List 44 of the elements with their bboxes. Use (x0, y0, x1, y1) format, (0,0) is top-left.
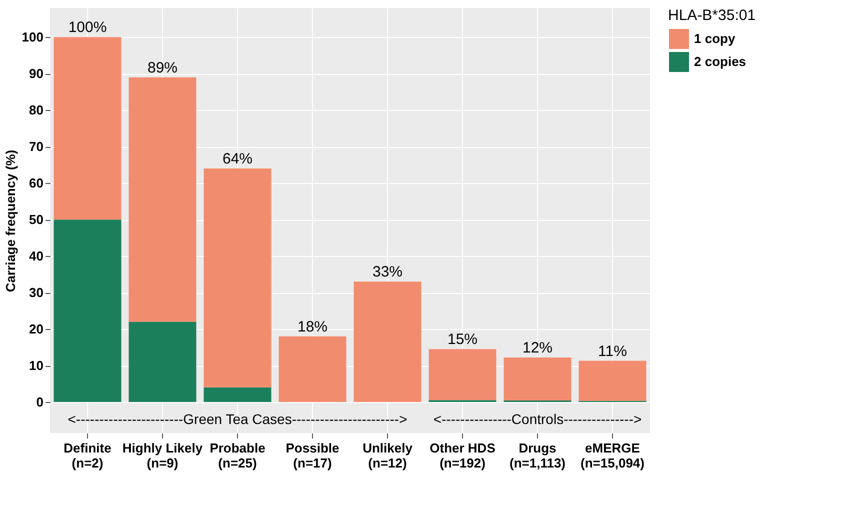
y-axis-title: Carriage frequency (%) (2, 150, 18, 292)
y-tick-label: 100 (22, 30, 44, 45)
y-tick-label: 80 (29, 102, 44, 118)
x-tick-label: Unlikely (n=12) (362, 440, 414, 470)
x-tick-label: eMERGE (n=15,094) (580, 440, 644, 470)
legend-label: 2 copies (694, 54, 746, 69)
bar (204, 387, 272, 402)
annotation: <---------------Controls---------------> (433, 411, 642, 428)
total-label: 11% (598, 342, 627, 360)
total-label: 18% (297, 318, 328, 336)
y-tick-label: 0 (36, 394, 44, 410)
y-tick-label: 30 (29, 285, 44, 300)
annotation: <-----------------------Green Tea Cases-----------------------> (68, 411, 408, 428)
bar (54, 220, 122, 402)
x-tick-label: Possible (n=17) (286, 440, 340, 470)
x-tick-label: Definite (n=2) (64, 440, 112, 470)
y-tick-label: 70 (29, 139, 44, 154)
bar (128, 322, 196, 402)
bar (428, 349, 496, 400)
total-label: 64% (222, 150, 253, 168)
y-tick-label: 50 (29, 212, 44, 228)
bar (204, 168, 272, 388)
x-tick-label: Drugs (n=1,113) (509, 440, 566, 470)
x-tick-label: Other HDS (n=192) (430, 440, 496, 470)
bar (504, 357, 572, 401)
y-tick-label: 90 (29, 66, 44, 82)
legend-label: 1 copy (694, 31, 736, 46)
y-tick-label: 40 (29, 248, 44, 264)
total-label: 33% (372, 264, 403, 281)
bar (578, 360, 646, 401)
y-tick-label: 20 (29, 322, 44, 337)
bar (278, 336, 346, 402)
total-label: 12% (522, 339, 553, 356)
y-tick-label: 10 (29, 358, 44, 374)
total-label: 15% (447, 331, 478, 348)
x-tick-label: Probable (n=25) (210, 440, 266, 470)
bar (54, 37, 122, 220)
bar (354, 282, 422, 402)
legend-title: HLA-B*35:01 (668, 7, 756, 24)
total-label: 89% (147, 59, 178, 76)
x-tick-label: Highly Likely (n=9) (122, 440, 204, 470)
y-tick-label: 60 (29, 176, 44, 191)
bar (128, 77, 196, 322)
total-label: 100% (68, 19, 107, 36)
